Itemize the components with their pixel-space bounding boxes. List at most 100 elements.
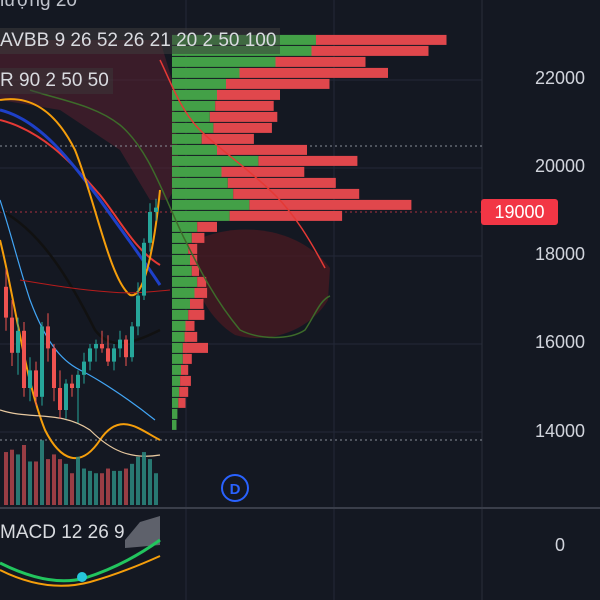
volume-bar — [100, 473, 104, 505]
volume-legend[interactable]: lượng 20 — [0, 0, 77, 12]
vp-row-down — [221, 166, 305, 177]
candle-body — [4, 286, 8, 318]
vp-row-up — [172, 177, 228, 188]
bb-upper-orange — [0, 98, 161, 297]
volume-bar — [106, 468, 110, 505]
avbb-legend[interactable]: AVBB 9 26 52 26 21 20 2 50 100 — [0, 28, 281, 54]
avbb-params: 9 26 52 26 21 — [54, 30, 171, 51]
volume-label: lượng — [0, 0, 51, 11]
vp-row-up — [172, 210, 230, 221]
candle-body — [154, 207, 158, 212]
candle-body — [100, 344, 104, 349]
cloud-region-right — [190, 229, 330, 339]
volume-bar — [28, 461, 32, 505]
volume-bar — [58, 459, 62, 505]
vp-row-up — [172, 89, 217, 100]
vp-row-up — [172, 221, 198, 232]
vp-row-down — [178, 397, 186, 408]
candle-body — [142, 242, 146, 296]
vp-row-up — [172, 353, 183, 364]
price-tick-18000: 18000 — [534, 244, 586, 264]
macd-zero-tick: 0 — [554, 535, 565, 555]
candle-body — [52, 348, 56, 388]
vp-row-down — [213, 122, 272, 133]
dividend-marker[interactable]: D — [221, 474, 249, 502]
vp-row-up — [172, 155, 259, 166]
macd-label: MACD — [0, 522, 56, 543]
vp-row-down — [215, 100, 274, 111]
ma-line-light-blue — [0, 199, 156, 421]
volume-bar — [136, 456, 140, 505]
r-label: R — [0, 70, 14, 91]
volume-bar — [130, 463, 134, 505]
vp-row-down — [191, 232, 205, 243]
vp-row-up — [172, 276, 198, 287]
vp-row-up — [172, 243, 189, 254]
vp-row-up — [172, 309, 189, 320]
volume-bar — [46, 459, 50, 505]
candle-body — [58, 388, 62, 410]
vp-row-down — [180, 375, 191, 386]
vp-row-down — [188, 243, 198, 254]
candle-body — [64, 383, 68, 410]
vp-row-down — [239, 67, 388, 78]
candle-body — [16, 330, 20, 353]
ma-line-red — [0, 119, 161, 266]
candle-body — [70, 383, 74, 388]
vp-row-up — [172, 78, 226, 89]
vp-row-up — [172, 67, 240, 78]
avbb-params-2: 20 2 50 100 — [176, 30, 277, 51]
volume-bars — [4, 440, 158, 505]
volume-bar — [70, 473, 74, 505]
vp-row-up — [172, 100, 216, 111]
ma-line-blue — [0, 108, 162, 286]
candlesticks — [4, 198, 158, 424]
vp-row-down — [275, 56, 366, 67]
candle-body — [34, 370, 38, 397]
vp-row-down — [227, 177, 336, 188]
volume-bar — [94, 473, 98, 505]
vp-row-up — [172, 408, 178, 419]
vp-row-down — [217, 144, 307, 155]
vp-row-down — [197, 221, 217, 232]
candle-body — [76, 374, 80, 388]
price-tick-20000: 20000 — [534, 156, 586, 176]
volume-bar — [10, 449, 14, 505]
avbb-label: AVBB — [0, 30, 50, 51]
volume-bar — [22, 445, 26, 505]
vp-row-up — [172, 111, 210, 122]
vp-row-down — [229, 210, 343, 221]
volume-bar — [88, 470, 92, 505]
price-tick-22000: 22000 — [534, 68, 586, 88]
vp-row-down — [190, 254, 198, 265]
volume-value: 20 — [55, 0, 77, 11]
bb-lower-orange — [0, 239, 161, 460]
vp-row-down — [181, 364, 189, 375]
volume-profile — [172, 34, 447, 430]
vp-row-down — [311, 45, 429, 56]
vp-row-up — [172, 331, 185, 342]
macd-params: 12 26 9 — [61, 522, 125, 543]
vp-row-down — [258, 155, 358, 166]
vp-row-up — [172, 287, 195, 298]
vp-row-up — [172, 144, 217, 155]
candle-body — [22, 330, 26, 388]
vp-row-up — [172, 320, 186, 331]
r-legend[interactable]: R 90 2 50 50 — [0, 68, 113, 94]
candle-body — [112, 348, 116, 362]
candle-body — [136, 295, 140, 327]
candle-body — [124, 339, 128, 358]
vp-row-up — [172, 254, 190, 265]
candle-body — [94, 344, 98, 349]
volume-bar — [118, 470, 122, 505]
volume-bar — [40, 440, 44, 505]
candle-body — [118, 339, 122, 349]
vp-row-up — [172, 166, 222, 177]
vp-row-up — [172, 122, 214, 133]
vp-row-down — [209, 111, 278, 122]
cloud-region-top — [0, 40, 180, 200]
vp-row-down — [197, 276, 207, 287]
volume-bar — [148, 459, 152, 505]
macd-legend[interactable]: MACD 12 26 9 — [0, 522, 125, 544]
